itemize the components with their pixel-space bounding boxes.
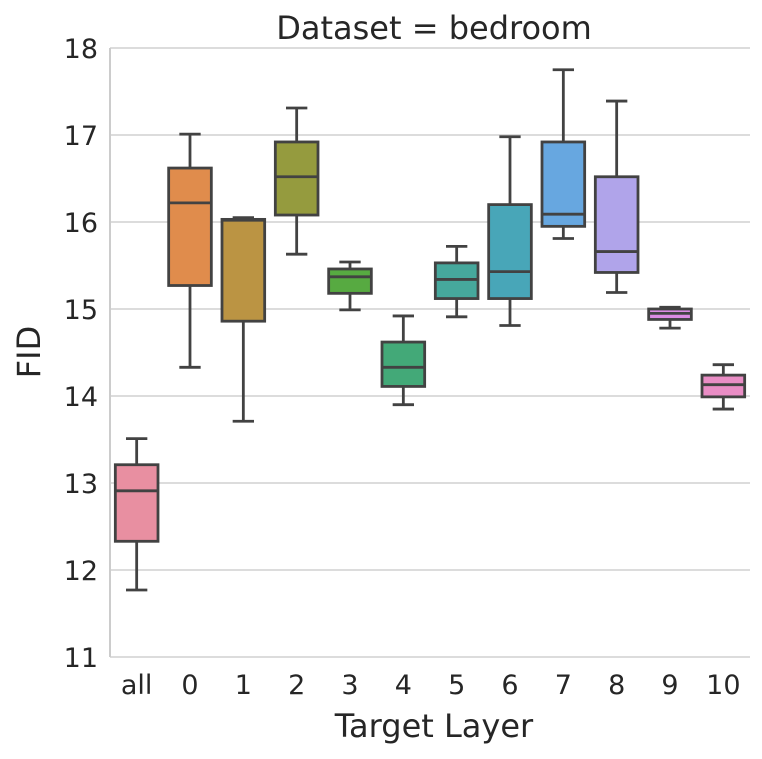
box-group-2 bbox=[273, 106, 320, 256]
iqr-box bbox=[540, 140, 587, 228]
iqr-box bbox=[327, 267, 373, 295]
box-plots bbox=[113, 68, 747, 592]
x-tick-label: 5 bbox=[448, 670, 465, 701]
y-tick-label: 15 bbox=[64, 295, 98, 326]
x-tick-labels: all 0 1 2 3 4 5 6 7 8 9 10 bbox=[121, 670, 741, 701]
box-group-9 bbox=[647, 305, 693, 330]
y-tick-labels: 11 12 13 14 15 16 17 18 bbox=[64, 34, 98, 674]
box-group-7 bbox=[540, 68, 587, 240]
box-group-4 bbox=[380, 314, 427, 407]
iqr-box bbox=[167, 166, 213, 287]
box-group-1 bbox=[220, 216, 267, 423]
grid-lines bbox=[110, 47, 750, 658]
box-group-8 bbox=[593, 99, 640, 294]
x-tick-label: 0 bbox=[181, 670, 198, 701]
x-tick-label: 7 bbox=[555, 670, 572, 701]
box-group-10 bbox=[700, 363, 747, 411]
y-tick-label: 14 bbox=[64, 382, 98, 413]
x-tick-label: 3 bbox=[341, 670, 358, 701]
y-axis-label: FID bbox=[10, 326, 48, 378]
y-tick-label: 11 bbox=[64, 643, 98, 674]
iqr-box bbox=[113, 463, 160, 543]
y-tick-label: 18 bbox=[64, 34, 98, 65]
iqr-box bbox=[380, 340, 427, 388]
iqr-box bbox=[220, 217, 267, 323]
iqr-box bbox=[593, 175, 640, 274]
box-group-3 bbox=[327, 260, 373, 312]
x-tick-label: 9 bbox=[661, 670, 678, 701]
box-group-5 bbox=[433, 244, 480, 319]
y-tick-label: 12 bbox=[64, 556, 98, 587]
x-tick-label: 2 bbox=[288, 670, 305, 701]
x-tick-label: 1 bbox=[235, 670, 252, 701]
x-tick-label: all bbox=[121, 670, 153, 701]
x-tick-label: 8 bbox=[608, 670, 625, 701]
x-tick-label: 10 bbox=[706, 670, 740, 701]
box-group-0 bbox=[167, 132, 213, 369]
y-tick-label: 16 bbox=[64, 208, 98, 239]
chart-title: Dataset = bedroom bbox=[276, 9, 592, 47]
box-group-all bbox=[113, 437, 160, 592]
y-tick-label: 13 bbox=[64, 469, 98, 500]
iqr-box bbox=[273, 140, 320, 217]
x-tick-label: 6 bbox=[501, 670, 518, 701]
x-tick-label: 4 bbox=[395, 670, 412, 701]
box-group-6 bbox=[487, 135, 533, 327]
y-tick-label: 17 bbox=[64, 121, 98, 152]
iqr-box bbox=[487, 203, 533, 300]
x-axis-label: Target Layer bbox=[334, 707, 534, 745]
